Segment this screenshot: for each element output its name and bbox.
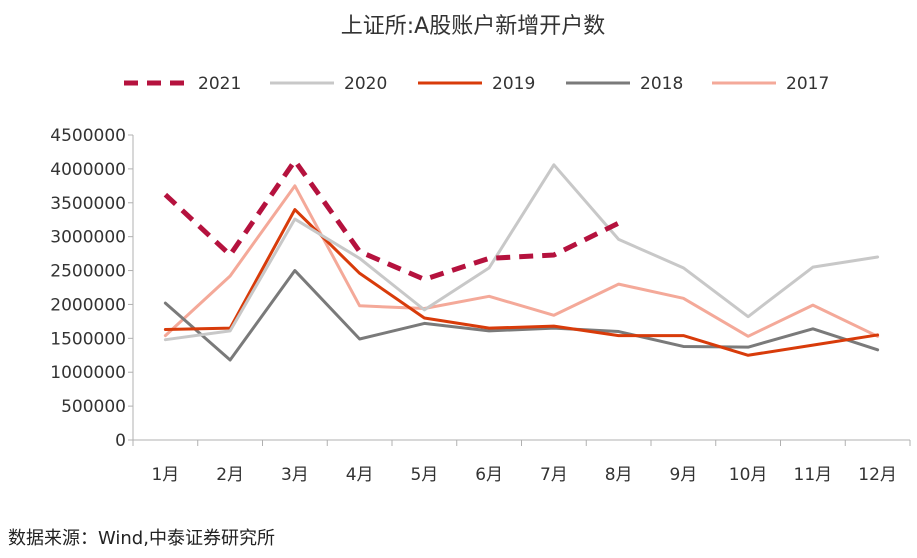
x-tick-label: 10月 [729, 465, 768, 485]
y-tick-label: 1500000 [50, 329, 126, 349]
y-tick-label: 4500000 [50, 126, 126, 146]
x-tick-label: 4月 [346, 465, 374, 485]
series-line-2018 [163, 269, 880, 362]
x-tick-label: 3月 [281, 465, 309, 485]
x-tick-label: 11月 [794, 465, 833, 485]
x-tick-label: 2月 [216, 465, 244, 485]
chart-title: 上证所:A股账户新增开户数 [341, 14, 605, 39]
y-tick-label: 0 [115, 431, 126, 451]
x-tick-label: 8月 [605, 465, 633, 485]
legend-label-2018: 2018 [640, 74, 683, 94]
x-tick-label: 1月 [151, 465, 179, 485]
y-tick-label: 1000000 [50, 363, 126, 383]
series-line-2021 [163, 158, 620, 282]
legend-label-2021: 2021 [198, 74, 241, 94]
y-axis: 0 500000 1000000 1500000 2000000 2500000 30000… [50, 126, 134, 451]
line-chart: 上证所:A股账户新增开户数 2021 2020 2019 2018 2017 0 5000… [50, 14, 911, 485]
plot-area [163, 158, 880, 362]
legend-label-2019: 2019 [492, 74, 535, 94]
x-tick-label: 9月 [669, 465, 697, 485]
x-tick-label: 7月 [540, 465, 568, 485]
y-tick-label: 2500000 [50, 262, 126, 282]
y-tick-label: 500000 [61, 397, 126, 417]
x-axis: 1月 2月 3月 4月 5月 6月 7月 8月 9月 10月 11月 12月 [132, 439, 911, 485]
x-tick-label: 5月 [410, 465, 438, 485]
y-tick-label: 3500000 [50, 194, 126, 214]
legend-label-2017: 2017 [786, 74, 829, 94]
series-line-2019 [163, 208, 880, 357]
y-tick-label: 2000000 [50, 295, 126, 315]
x-tick-label: 6月 [475, 465, 503, 485]
y-tick-label: 4000000 [50, 160, 126, 180]
legend: 2021 2020 2019 2018 2017 [124, 74, 829, 94]
legend-label-2020: 2020 [344, 74, 387, 94]
x-tick-label: 12月 [858, 465, 897, 485]
series-line-2020 [163, 163, 880, 342]
series-line-2017 [163, 184, 880, 338]
y-tick-label: 3000000 [50, 228, 126, 248]
source-note: 数据来源：Wind,中泰证券研究所 [8, 528, 275, 549]
